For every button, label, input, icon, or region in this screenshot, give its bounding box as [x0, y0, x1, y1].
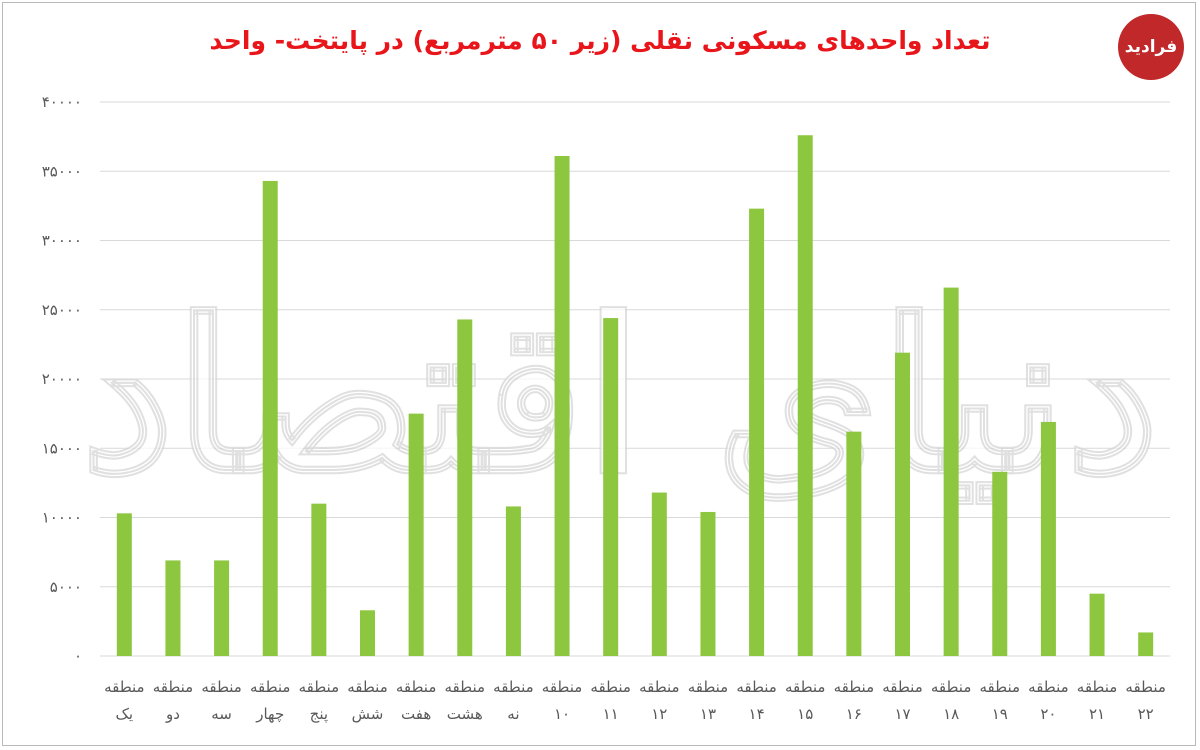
bar [116, 513, 132, 656]
x-tick-label: دو [165, 705, 180, 723]
x-tick-label: منطقه [445, 678, 486, 696]
x-tick-label: هشت [447, 705, 483, 723]
x-tick-label: منطقه [834, 678, 875, 696]
x-tick-label: ۱۵ [797, 705, 813, 723]
bar [408, 413, 424, 656]
x-tick-label: ۱۹ [992, 705, 1008, 723]
bar [505, 506, 521, 656]
x-tick-label: منطقه [1077, 678, 1118, 696]
x-tick-label: منطقه [493, 678, 534, 696]
bar [311, 503, 327, 656]
bar [165, 560, 181, 656]
x-tick-label: نه [507, 705, 519, 723]
chart-title: تعداد واحدهای مسکونی نقلی (زیر ۵۰ مترمرب… [209, 26, 991, 55]
x-tick-label: منطقه [931, 678, 972, 696]
y-tick-label: ۰ [74, 647, 82, 665]
y-tick-label: ۲۰۰۰۰ [42, 370, 82, 388]
x-tick-label: ۱۱ [603, 705, 619, 723]
bar [603, 318, 619, 656]
bar [992, 471, 1008, 656]
bar [651, 492, 667, 656]
x-tick-label: چهار [255, 705, 284, 723]
bar [360, 610, 375, 656]
bar [846, 431, 862, 656]
x-tick-label: ۱۲ [651, 705, 667, 723]
x-tick-label: منطقه [785, 678, 826, 696]
watermark: دنیای اقتصاد [81, 273, 1160, 520]
x-tick-label: منطقه [639, 678, 680, 696]
bars [116, 135, 1154, 657]
bar [457, 319, 473, 656]
x-tick-label: منطقه [396, 678, 437, 696]
bar [1089, 593, 1105, 656]
x-tick-label: منطقه [980, 678, 1021, 696]
y-tick-label: ۳۰۰۰۰ [42, 232, 82, 250]
y-tick-label: ۱۰۰۰۰ [42, 509, 82, 527]
x-tick-label: منطقه [347, 678, 388, 696]
x-tick-label: شش [352, 705, 384, 723]
x-tick-label: پنج [310, 705, 328, 724]
y-tick-label: ۵۰۰۰ [50, 578, 82, 596]
bar [749, 208, 765, 656]
x-tick-label: ۲۲ [1138, 705, 1154, 723]
x-tick-label: منطقه [1028, 678, 1069, 696]
x-tick-label: منطقه [201, 678, 242, 696]
gridlines [100, 101, 1170, 657]
bar [262, 180, 278, 656]
x-tick-label: یک [116, 705, 134, 723]
x-tick-label: ۱۰ [554, 705, 570, 723]
x-tick-label: منطقه [882, 678, 923, 696]
x-tick-label: ۲۰ [1040, 705, 1056, 723]
x-tick-label: هفت [401, 705, 431, 723]
y-tick-label: ۴۰۰۰۰ [42, 93, 82, 111]
bar [1138, 632, 1154, 656]
y-tick-label: ۲۵۰۰۰ [42, 301, 82, 319]
bar [700, 511, 716, 656]
x-tick-label: ۱۸ [943, 705, 959, 723]
bar [1040, 421, 1056, 656]
x-tick-label: منطقه [104, 678, 145, 696]
x-tick-label: ۱۴ [749, 705, 765, 723]
bar [554, 156, 570, 656]
bar [214, 560, 230, 656]
x-axis: منطقه یک منطقه دو منطقه سه منطقه چهار منطقه پنج من… [104, 678, 1166, 724]
x-tick-label: منطقه [590, 678, 631, 696]
x-tick-label: منطقه [1125, 678, 1166, 696]
x-tick-label: منطقه [736, 678, 777, 696]
x-tick-label: ۱۳ [700, 705, 716, 723]
x-tick-label: سه [211, 705, 232, 723]
bar [895, 352, 910, 656]
y-tick-label: ۳۵۰۰۰ [42, 162, 82, 180]
x-tick-label: ۲۱ [1089, 705, 1105, 723]
x-tick-label: ۱۶ [846, 705, 862, 723]
brand-logo: فرادید [1118, 14, 1184, 80]
bar [797, 135, 813, 657]
bar [943, 287, 959, 656]
x-tick-label: منطقه [153, 678, 194, 696]
x-tick-label: منطقه [250, 678, 291, 696]
x-tick-label: منطقه [542, 678, 583, 696]
brand-logo-text: فرادید [1124, 37, 1178, 57]
x-tick-label: ۱۷ [894, 705, 910, 723]
x-tick-label: منطقه [299, 678, 340, 696]
x-tick-label: منطقه [688, 678, 729, 696]
y-axis: ۰ ۵۰۰۰ ۱۰۰۰۰ ۱۵۰۰۰ ۲۰۰۰۰ ۲۵۰۰۰ ۳۰۰۰۰ ۳۵۰۰۰ ۴۰۰۰۰ [42, 93, 82, 665]
y-tick-label: ۱۵۰۰۰ [42, 439, 82, 457]
